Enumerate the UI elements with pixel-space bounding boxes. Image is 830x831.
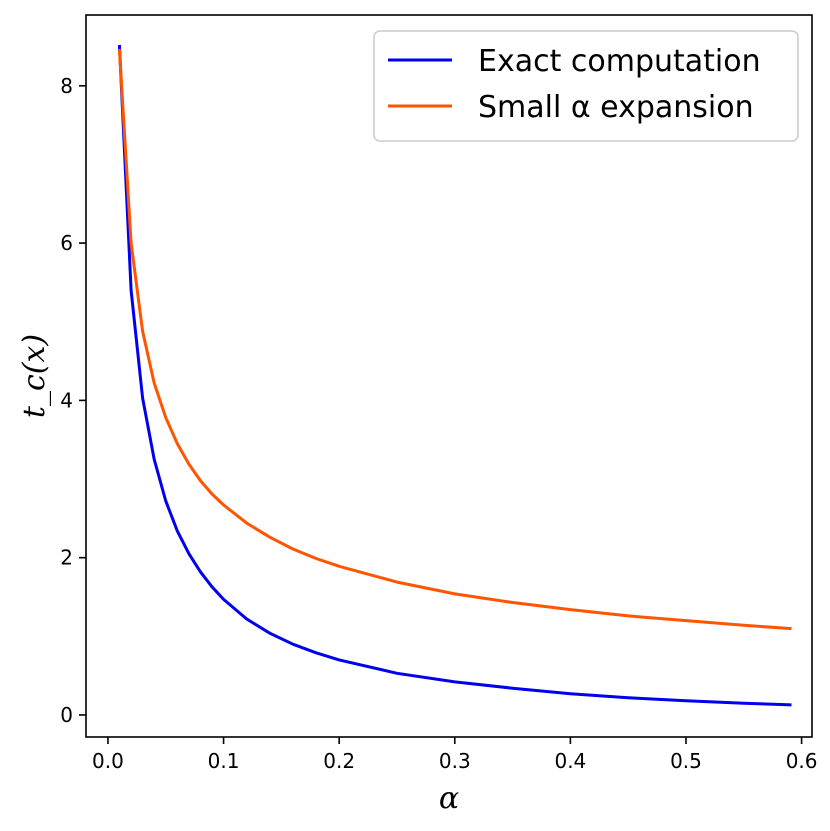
x-tick-label: 0.5 xyxy=(670,749,702,773)
x-tick-label: 0.1 xyxy=(208,749,240,773)
series-line-exact-computation xyxy=(117,44,792,707)
series-lines xyxy=(117,44,792,707)
y-tick-label: 8 xyxy=(60,74,73,98)
x-tick-label: 0.4 xyxy=(554,749,586,773)
x-tick-label: 0.2 xyxy=(323,749,355,773)
legend-label: Exact computation xyxy=(478,44,761,79)
series-line-small-alpha-expansion xyxy=(117,48,792,631)
x-tick-label: 0.3 xyxy=(439,749,471,773)
x-axis-label: α xyxy=(439,781,459,816)
x-tick-label: 0.6 xyxy=(786,749,818,773)
legend: Exact computation Small α expansion xyxy=(373,30,799,142)
y-tick-label: 0 xyxy=(60,703,73,727)
axes: 0.0 0.1 0.2 0.3 0.4 0.5 0.6 0 2 4 6 8 α t_c(x) xyxy=(17,14,818,816)
axes-frame xyxy=(85,14,813,738)
y-tick-label: 6 xyxy=(60,231,73,255)
x-tick-label: 0.0 xyxy=(92,749,124,773)
y-axis-label: t_c(x) xyxy=(17,334,52,418)
y-tick-label: 2 xyxy=(60,546,73,570)
y-tick-label: 4 xyxy=(60,388,73,412)
legend-label: Small α expansion xyxy=(478,90,754,125)
legend-box xyxy=(373,30,799,142)
